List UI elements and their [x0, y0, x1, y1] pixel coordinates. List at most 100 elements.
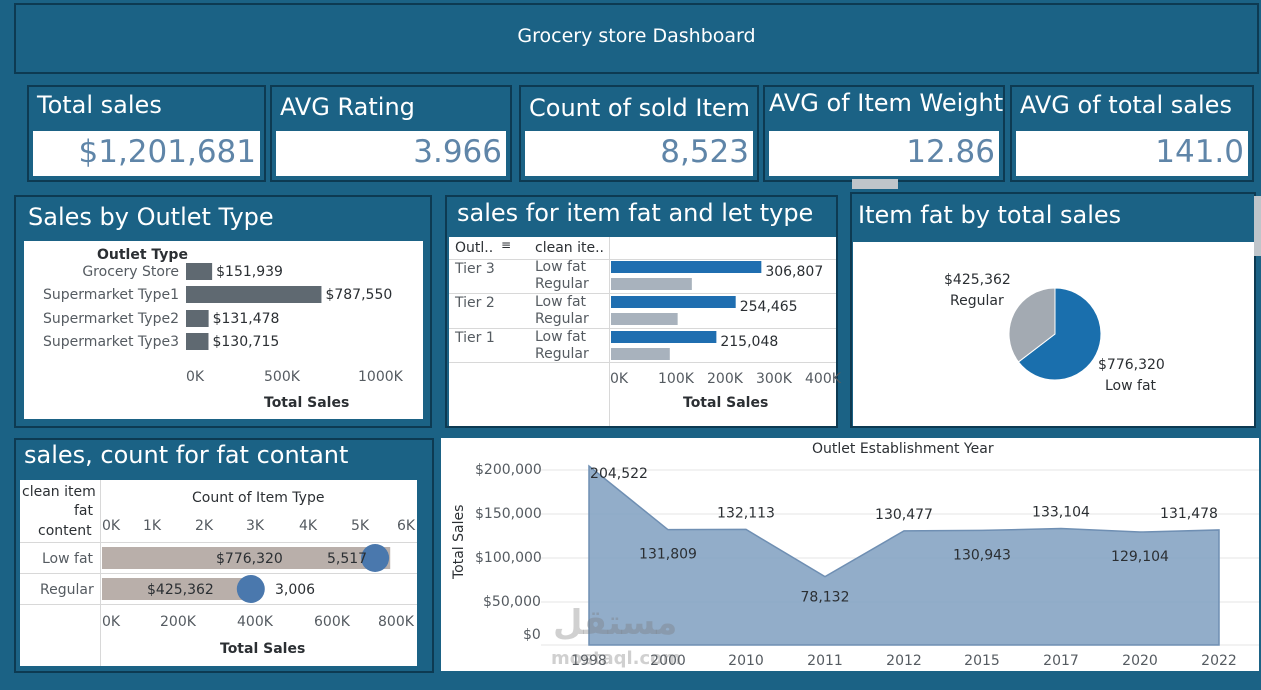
- lowfat-bar: [611, 331, 717, 343]
- x-tick: 2012: [886, 653, 922, 669]
- chart-title: Outlet Establishment Year: [812, 441, 994, 457]
- kpi-label: Total sales: [37, 91, 162, 119]
- bar-value-label: 215,048: [720, 334, 778, 350]
- kpi-avg-total-sales[interactable]: AVG of total sales 141.0: [1010, 85, 1254, 182]
- kpi-value: 12.86: [906, 134, 995, 170]
- regular-bar: [611, 348, 670, 360]
- kpi-label: Count of sold Item: [529, 94, 751, 122]
- kpi-value: 141.0: [1155, 134, 1244, 170]
- sales-data-label: $425,362: [147, 582, 214, 598]
- count-data-label: 3,006: [275, 582, 316, 598]
- chart-area: clean item fat content Count of Item Typ…: [20, 480, 417, 666]
- data-label: 130,943: [953, 547, 1011, 563]
- row-label-fat: Regular: [535, 276, 589, 292]
- column-header[interactable]: clean ite..: [535, 240, 604, 256]
- panel-title: sales for item fat and let type: [457, 199, 814, 227]
- x-tick: 0K: [610, 371, 629, 387]
- count-dot: [361, 544, 390, 572]
- x-tick: 300K: [756, 371, 792, 387]
- row-label-fat: Low fat: [535, 329, 587, 345]
- kpi-total-sales[interactable]: Total sales $1,201,681: [27, 85, 266, 182]
- x-axis-title: Total Sales: [683, 395, 769, 411]
- kpi-avg-rating[interactable]: AVG Rating 3.966: [270, 85, 512, 182]
- bar-value-label: 306,807: [765, 264, 823, 280]
- panel-toolbar[interactable]: [1254, 196, 1261, 256]
- kpi-count-sold-item[interactable]: Count of sold Item 8,523: [519, 85, 759, 182]
- regular-bar: [611, 278, 692, 290]
- dashboard-title: Grocery store Dashboard: [517, 25, 756, 47]
- pie-label-name: Low fat: [1105, 378, 1157, 394]
- x-tick: 2017: [1043, 653, 1079, 669]
- kpi-label: AVG of Item Weight: [769, 89, 1004, 117]
- sales-data-label: $776,320: [216, 551, 283, 567]
- x-tick: 400K: [805, 371, 841, 387]
- pie-label-name: Regular: [950, 293, 1004, 309]
- row-header: fat: [74, 503, 93, 519]
- row-label: Regular: [40, 582, 94, 598]
- top-x-tick: 2K: [195, 518, 214, 534]
- x-tick: 0K: [186, 369, 205, 385]
- top-x-tick: 6K: [397, 518, 416, 534]
- panel-sales-by-outlet-type[interactable]: Sales by Outlet Type Outlet Type Grocery…: [14, 195, 432, 428]
- tier-bar-chart: 306,807 254,465 215,048: [611, 261, 823, 360]
- panel-fat-pie[interactable]: Item fat by total sales $425,362 Regular…: [850, 192, 1256, 428]
- x-axis-title: Total Sales: [264, 395, 350, 411]
- panel-sales-count-fat[interactable]: sales, count for fat contant clean item …: [14, 438, 434, 673]
- x-tick: 2011: [807, 653, 843, 669]
- bar-value-label: $787,550: [325, 287, 392, 303]
- row-label-fat: Low fat: [535, 259, 587, 275]
- kpi-value: 8,523: [660, 134, 749, 170]
- pie-label-value: $425,362: [944, 272, 1011, 288]
- outlet-bar-chart: Grocery Store $151,939 Supermarket Type1 $7…: [43, 263, 392, 350]
- y-tick: $0: [523, 627, 541, 643]
- row-label-fat: Regular: [535, 311, 589, 327]
- lowfat-bar: [611, 296, 736, 308]
- sort-icon[interactable]: ≡: [501, 238, 512, 252]
- row-header: content: [38, 523, 92, 539]
- x-tick: 1998: [571, 653, 607, 669]
- data-label: 129,104: [1111, 549, 1169, 565]
- lowfat-bar: [611, 261, 762, 273]
- bar-value-label: 254,465: [740, 299, 798, 315]
- fat-pie-chart: [1008, 287, 1102, 381]
- column-header: Outlet Type: [97, 247, 188, 263]
- row-label-fat: Low fat: [535, 294, 587, 310]
- chart-area: $425,362 Regular $776,320 Low fat: [853, 242, 1254, 426]
- regular-bar: [611, 313, 678, 325]
- panel-title: Sales by Outlet Type: [28, 203, 274, 231]
- x-tick: 2015: [964, 653, 1000, 669]
- bottom-x-tick: 600K: [314, 614, 350, 630]
- data-label: 131,478: [1160, 506, 1218, 522]
- outlet-bar: [186, 286, 322, 303]
- kpi-label: AVG Rating: [280, 93, 415, 121]
- kpi-value: 3.966: [413, 134, 502, 170]
- data-label: 133,104: [1032, 505, 1090, 521]
- category-label: Grocery Store: [82, 264, 179, 280]
- panel-establishment-year[interactable]: Outlet Establishment Year Total Sales $2…: [441, 438, 1259, 671]
- bottom-x-tick: 0K: [102, 614, 121, 630]
- category-label: Supermarket Type3: [43, 334, 179, 350]
- count-data-label: 5,517: [327, 551, 368, 567]
- outlet-bar: [186, 310, 209, 327]
- watermark-logo: مستقل: [553, 603, 678, 643]
- y-tick: $150,000: [475, 506, 542, 522]
- panel-title: Item fat by total sales: [858, 201, 1122, 229]
- kpi-value: $1,201,681: [78, 134, 257, 170]
- column-header[interactable]: Outl..: [455, 240, 494, 256]
- top-x-tick: 3K: [246, 518, 265, 534]
- kpi-avg-item-weight[interactable]: AVG of Item Weight 12.86: [763, 85, 1005, 182]
- drag-handle[interactable]: [852, 179, 898, 189]
- sales-bar: [102, 547, 391, 569]
- pie-slice-low-fat: [1017, 287, 1102, 381]
- bar-value-label: $130,715: [212, 334, 279, 350]
- bottom-x-tick: 400K: [237, 614, 273, 630]
- x-tick: 2010: [728, 653, 764, 669]
- bar-value-label: $131,478: [213, 311, 280, 327]
- x-tick: 100K: [658, 371, 694, 387]
- category-label: Supermarket Type1: [43, 287, 179, 303]
- data-label: 132,113: [717, 505, 775, 521]
- data-label: 204,522: [590, 466, 648, 482]
- sales-bar: [102, 578, 260, 600]
- panel-fat-by-tier[interactable]: sales for item fat and let type Outl.. ≡…: [445, 195, 841, 428]
- data-label: 78,132: [801, 590, 850, 606]
